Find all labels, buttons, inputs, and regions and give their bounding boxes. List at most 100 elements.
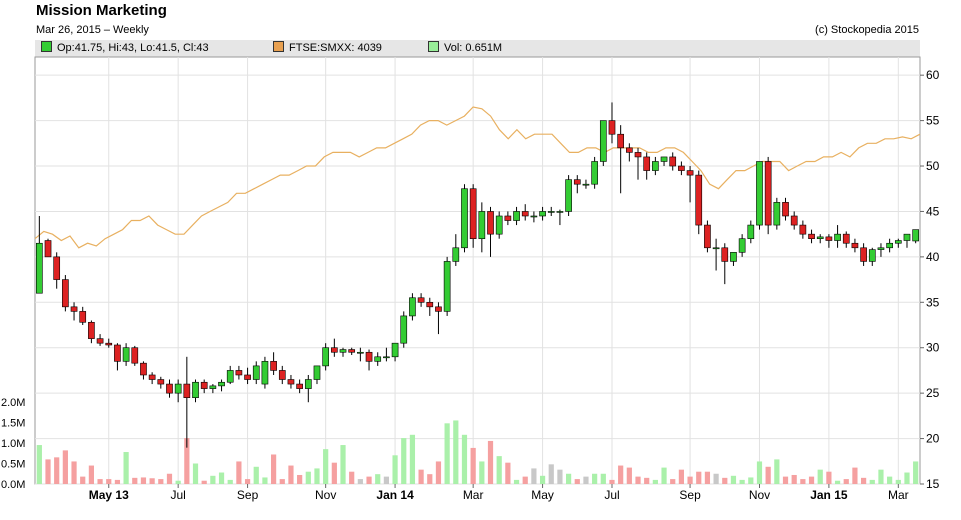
candle-down — [617, 133, 624, 149]
volume-bar — [548, 464, 554, 484]
volume-bar — [496, 456, 502, 484]
candle-up — [209, 385, 217, 389]
volume-tick-label: 0.5M — [1, 459, 25, 471]
volume-bar — [97, 479, 103, 484]
volume-bar — [748, 477, 754, 484]
candle-up — [547, 211, 555, 213]
volume-bar — [609, 479, 615, 484]
volume-bar — [340, 445, 346, 484]
candle-up — [591, 161, 598, 185]
candle-up — [599, 120, 607, 162]
candle-down — [842, 233, 850, 244]
candle-down — [521, 211, 529, 217]
candle-down — [296, 383, 303, 389]
date-tick-label: Mar — [463, 488, 484, 502]
candle-up — [894, 240, 902, 244]
index-line — [34, 106, 921, 249]
candle-up — [877, 247, 885, 250]
candle-up — [304, 379, 312, 389]
volume-bar — [392, 455, 398, 484]
candle-down — [608, 120, 616, 135]
volume-bar — [513, 479, 520, 484]
volume-bar — [635, 476, 641, 484]
candle-up — [912, 229, 919, 242]
volume-bar — [288, 465, 294, 484]
volume-bar — [461, 434, 468, 484]
volume-bar — [201, 480, 207, 484]
volume-bar — [435, 461, 442, 484]
candle-up — [652, 161, 659, 171]
candle-down — [721, 247, 729, 262]
price-tick-label: 25 — [926, 386, 940, 400]
candle-up — [357, 351, 364, 354]
volume-bar — [557, 469, 563, 484]
candle-down — [79, 311, 87, 323]
date-tick-label: Jan 15 — [810, 488, 848, 502]
volume-bar — [62, 450, 68, 484]
candle-up — [530, 215, 538, 218]
volume-bar — [618, 465, 624, 484]
candle-down — [70, 306, 78, 312]
candle-down — [799, 224, 807, 235]
date-tick-label: Jul — [170, 488, 185, 502]
volume-bar — [106, 479, 112, 484]
candle-up — [834, 233, 841, 241]
volume-bar — [114, 479, 121, 484]
candle-down — [704, 224, 711, 249]
volume-bar — [45, 459, 51, 484]
candle-down — [148, 374, 156, 380]
price-tick-label: 35 — [926, 295, 940, 309]
candle-up — [339, 349, 347, 353]
candle-down — [808, 233, 815, 240]
chart-subtitle: Mar 26, 2015 – Weekly — [36, 24, 149, 36]
candle-down — [44, 240, 52, 258]
candle-down — [764, 161, 772, 226]
volume-bar — [218, 472, 225, 484]
volume-bar — [583, 476, 589, 484]
candle-down — [825, 236, 833, 241]
volume-bar — [522, 476, 528, 484]
volume-bar — [149, 478, 155, 484]
candle-up — [565, 179, 572, 212]
candle-up — [391, 342, 399, 358]
volume-bar — [531, 468, 537, 484]
candle-up — [400, 315, 408, 344]
volume-bar — [470, 447, 476, 484]
candle-up — [903, 233, 911, 241]
volume-bar — [913, 461, 919, 484]
volume-bar — [444, 423, 450, 484]
volume-bar — [36, 445, 42, 484]
date-tick-label: May — [531, 488, 554, 502]
candle-down — [200, 381, 208, 389]
volume-bar — [54, 457, 60, 484]
candle-down — [131, 347, 139, 364]
candle-down — [426, 301, 434, 308]
volume-bar — [678, 469, 684, 484]
candle-down — [348, 349, 356, 353]
volume-bar — [722, 477, 728, 484]
candle-down — [435, 306, 442, 312]
candle-down — [487, 211, 494, 235]
volume-bar — [158, 479, 164, 484]
volume-bar — [175, 480, 181, 484]
volume-bar — [713, 473, 719, 484]
date-tick-label: Sep — [679, 488, 701, 502]
volume-bar — [297, 474, 303, 484]
volume-bar — [817, 469, 823, 484]
volume-bar — [861, 477, 867, 484]
volume-bar — [791, 474, 797, 484]
price-tick-label: 55 — [926, 114, 940, 128]
candle-down — [244, 374, 251, 380]
volume-bar — [140, 477, 147, 484]
volume-bar — [661, 467, 667, 484]
candle-up — [738, 238, 746, 253]
volume-bar — [409, 434, 416, 484]
copyright-text: (c) Stockopedia 2015 — [815, 24, 919, 36]
candle-up — [36, 242, 43, 294]
legend-item-price: Op:41.75, Hi:43, Lo:41.5, Cl:43 — [41, 41, 209, 56]
volume-bar — [184, 438, 190, 484]
candle-up — [478, 211, 486, 240]
candle-up — [556, 211, 564, 213]
price-tick-label: 45 — [926, 204, 940, 218]
legend-swatch-index — [273, 41, 284, 52]
